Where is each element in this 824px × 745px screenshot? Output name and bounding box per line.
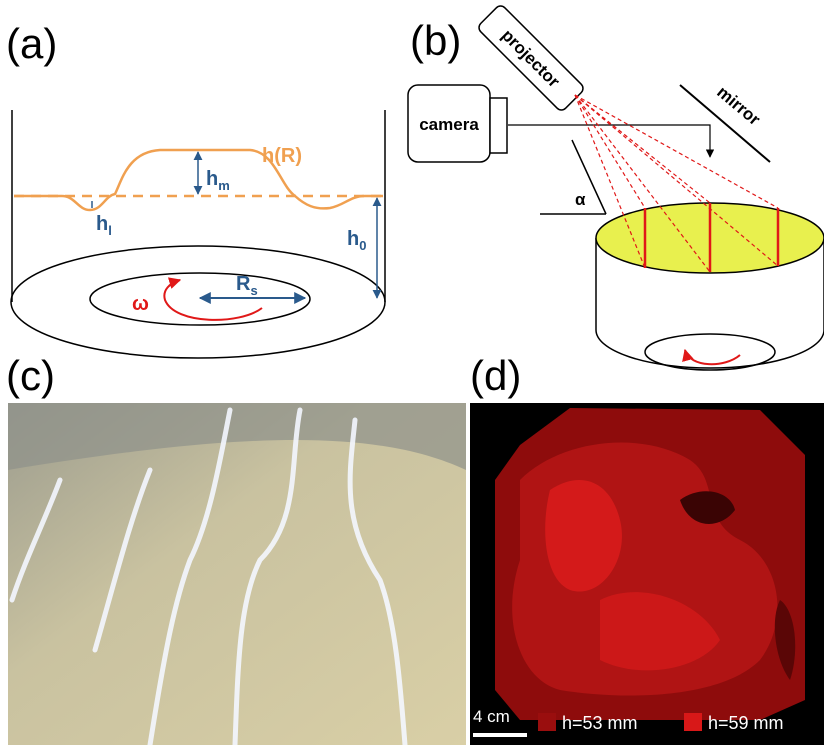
scale-bar-label: 4 cm (473, 707, 510, 726)
panel-label: (b) (410, 17, 461, 64)
symbol: h (96, 213, 108, 235)
panel-c: (c) (6, 352, 466, 745)
panel-d: (d) 4 cm h=53 mm h=59 mm (470, 352, 824, 745)
h-0-label: h0 (347, 228, 366, 253)
subscript: m (218, 178, 230, 193)
legend-swatch (538, 713, 556, 731)
profile-label: h(R) (262, 145, 302, 167)
subscript: l (108, 223, 112, 238)
legend-label: h=53 mm (562, 713, 638, 733)
h-l-label: hl (96, 213, 112, 238)
omega-label: ω (132, 293, 149, 315)
symbol: h (347, 228, 359, 250)
legend-label: h=59 mm (708, 713, 784, 733)
symbol: h (206, 168, 218, 190)
mirror-label: mirror (713, 82, 764, 129)
panel-a: (a) h(R) hm hl h0 Rs ω (6, 20, 386, 359)
legend-swatch (684, 713, 702, 731)
panel-label: (a) (6, 20, 57, 67)
subscript: 0 (359, 238, 366, 253)
panel-label: (c) (6, 352, 55, 399)
subscript: s (250, 283, 257, 298)
panel-label: (d) (470, 352, 521, 399)
r-s-label: Rs (236, 273, 258, 298)
panel-b: (b) projector camera mirror α (407, 5, 824, 371)
symbol: R (236, 273, 251, 295)
camera-label: camera (419, 115, 479, 134)
h-m-label: hm (206, 168, 230, 193)
alpha-label: α (575, 190, 586, 209)
